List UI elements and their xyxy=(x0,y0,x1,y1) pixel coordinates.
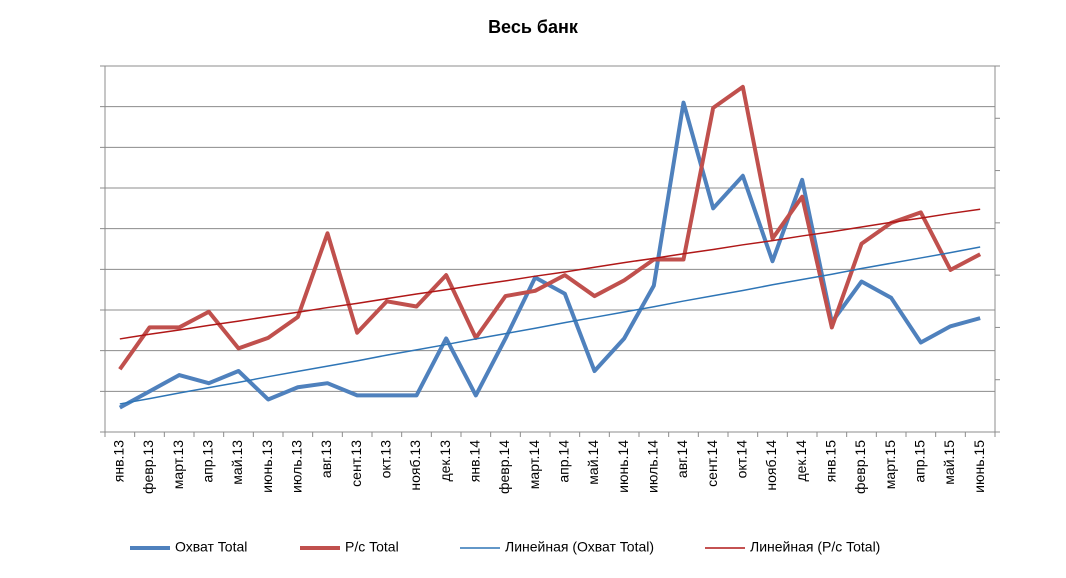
x-tick-label: янв.13 xyxy=(111,440,127,482)
x-tick-label: апр.14 xyxy=(556,440,572,483)
x-tick-label: март.13 xyxy=(170,440,186,489)
x-tick-label: дек.14 xyxy=(793,440,809,482)
x-tick-label: авг.14 xyxy=(674,440,690,478)
legend-label: Р/с Total xyxy=(345,539,399,555)
x-tick-label: окт.13 xyxy=(378,440,394,479)
x-tick-label: янв.14 xyxy=(467,440,483,482)
x-tick-label: апр.15 xyxy=(912,440,928,483)
series-line xyxy=(118,100,981,410)
x-tick-label: июнь.14 xyxy=(615,440,631,493)
x-tick-label: май.15 xyxy=(941,440,957,485)
x-tick-label: июль.14 xyxy=(645,440,661,493)
x-tick-label: апр.13 xyxy=(200,440,216,483)
series-line xyxy=(119,246,981,405)
x-tick-label: июнь.15 xyxy=(971,440,987,493)
legend-label: Линейная (Р/с Total) xyxy=(750,539,880,555)
x-tick-label: май.14 xyxy=(585,440,601,485)
x-tick-label: февр.15 xyxy=(852,440,868,494)
x-tick-label: июнь.13 xyxy=(259,440,275,493)
x-tick-label: март.15 xyxy=(882,440,898,489)
x-tick-label: авг.13 xyxy=(318,440,334,478)
x-tick-label: сент.13 xyxy=(348,440,364,487)
x-tick-label: май.13 xyxy=(229,440,245,485)
series-line xyxy=(118,84,982,371)
series-line xyxy=(119,208,981,340)
x-tick-label: янв.15 xyxy=(823,440,839,482)
x-tick-label: нояб.14 xyxy=(763,440,779,491)
x-tick-label: февр.14 xyxy=(496,440,512,494)
legend-label: Охват Total xyxy=(175,539,247,555)
chart-title: Весь банк xyxy=(488,17,579,37)
x-tick-label: дек.13 xyxy=(437,440,453,482)
legend-label: Линейная (Охват Total) xyxy=(505,539,654,555)
x-tick-label: март.14 xyxy=(526,440,542,489)
x-tick-label: нояб.13 xyxy=(407,440,423,491)
x-tick-label: окт.14 xyxy=(734,440,750,479)
x-tick-label: февр.13 xyxy=(140,440,156,494)
x-tick-label: сент.14 xyxy=(704,440,720,487)
x-tick-label: июль.13 xyxy=(289,440,305,493)
